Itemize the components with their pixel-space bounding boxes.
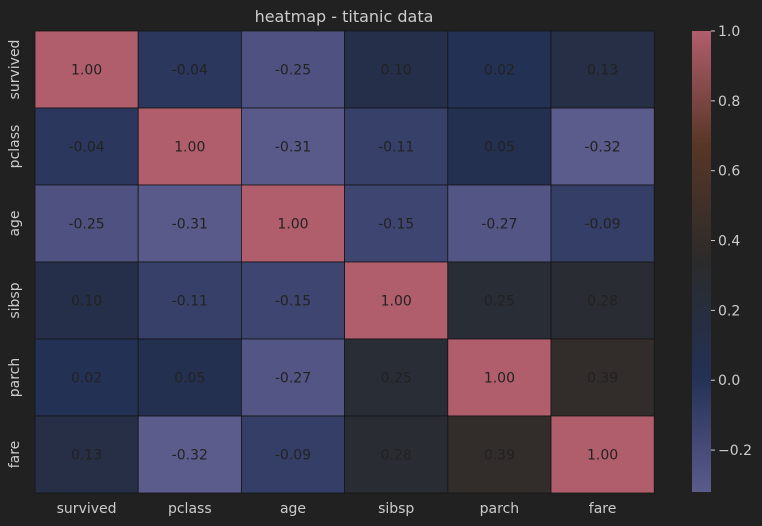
heatmap-cell-fare-sibsp xyxy=(344,415,449,494)
cell-value-sibsp-parch: 0.25 xyxy=(484,294,515,310)
heatmap-cell-parch-parch xyxy=(447,338,552,417)
colorbar xyxy=(692,31,711,492)
colorbar-tick-label: 0.2 xyxy=(718,303,740,319)
heatmap-cell-parch-survived xyxy=(34,338,139,417)
cell-value-survived-age: -0.25 xyxy=(275,63,311,79)
colorbar-tick-label: 0.6 xyxy=(718,164,740,180)
cell-value-fare-sibsp: 0.28 xyxy=(381,448,412,464)
cell-value-survived-parch: 0.02 xyxy=(484,63,515,79)
colorbar-ticks: −0.2 0.0 0.2 0.4 0.6 0.8 1.0 xyxy=(711,24,752,459)
colorbar-tick-label: −0.2 xyxy=(718,443,752,459)
y-tick-label-fare: fare xyxy=(7,441,23,469)
cell-value-sibsp-fare: 0.28 xyxy=(587,294,618,310)
y-tick-label-age: age xyxy=(7,210,23,236)
cell-value-age-age: 1.00 xyxy=(277,217,308,233)
cell-value-parch-age: -0.27 xyxy=(275,371,311,387)
cell-value-pclass-sibsp: -0.11 xyxy=(378,140,414,156)
cell-value-survived-survived: 1.00 xyxy=(71,63,102,79)
cell-value-pclass-age: -0.31 xyxy=(275,140,311,156)
x-tick-label-pclass: pclass xyxy=(168,501,212,517)
cell-value-sibsp-survived: 0.10 xyxy=(71,294,102,310)
heatmap-cell-sibsp-pclass xyxy=(137,261,242,340)
heatmap-cell-survived-sibsp xyxy=(344,30,449,109)
heatmap-cell-survived-parch xyxy=(447,30,552,109)
cell-value-pclass-survived: -0.04 xyxy=(68,140,104,156)
cell-value-survived-sibsp: 0.10 xyxy=(381,63,412,79)
y-tick-label-survived: survived xyxy=(7,40,23,100)
x-tick-label-fare: fare xyxy=(589,501,617,517)
heatmap-cell-survived-survived xyxy=(34,30,139,109)
heatmap-cell-age-sibsp xyxy=(344,184,449,263)
cell-value-parch-fare: 0.39 xyxy=(587,371,618,387)
heatmap-cell-parch-sibsp xyxy=(344,338,449,417)
cell-value-sibsp-sibsp: 1.00 xyxy=(381,294,412,310)
cell-value-pclass-pclass: 1.00 xyxy=(174,140,205,156)
cell-value-parch-sibsp: 0.25 xyxy=(381,371,412,387)
cell-value-sibsp-pclass: -0.11 xyxy=(172,294,208,310)
cell-value-survived-pclass: -0.04 xyxy=(172,63,208,79)
cell-value-labels: 1.00 -0.04 -0.25 0.10 0.02 0.13 -0.04 1.00 -0.31… xyxy=(68,63,620,464)
cell-value-parch-parch: 1.00 xyxy=(484,371,515,387)
cell-value-fare-fare: 1.00 xyxy=(587,448,618,464)
x-tick-label-sibsp: sibsp xyxy=(378,501,414,517)
cell-value-fare-parch: 0.39 xyxy=(484,448,515,464)
cell-value-parch-pclass: 0.05 xyxy=(174,371,205,387)
heatmap-cell-survived-pclass xyxy=(137,30,242,109)
heatmap-cell-age-pclass xyxy=(137,184,242,263)
x-tick-label-parch: parch xyxy=(480,501,519,517)
cell-value-fare-pclass: -0.32 xyxy=(172,448,208,464)
heatmap-cells xyxy=(34,30,655,494)
heatmap-cell-age-parch xyxy=(447,184,552,263)
colorbar-tick-label: 0.8 xyxy=(718,94,740,110)
heatmap-cell-pclass-fare xyxy=(550,107,655,186)
colorbar-tick-label: 0.4 xyxy=(718,234,740,250)
heatmap-cell-age-survived xyxy=(34,184,139,263)
colorbar-tick-label: 0.0 xyxy=(718,373,740,389)
heatmap-cell-fare-parch xyxy=(447,415,552,494)
chart-title: heatmap - titanic data xyxy=(255,7,434,26)
cell-value-age-sibsp: -0.15 xyxy=(378,217,414,233)
heatmap-cell-sibsp-age xyxy=(240,261,345,340)
heatmap-cell-pclass-sibsp xyxy=(344,107,449,186)
cell-value-fare-age: -0.09 xyxy=(275,448,311,464)
cell-value-fare-survived: 0.13 xyxy=(71,448,102,464)
cell-value-age-parch: -0.27 xyxy=(481,217,517,233)
cell-value-survived-fare: 0.13 xyxy=(587,63,618,79)
x-axis-tick-labels: survived pclass age sibsp parch fare xyxy=(57,501,617,517)
heatmap-cell-parch-fare xyxy=(550,338,655,417)
heatmap-cell-fare-survived xyxy=(34,415,139,494)
cell-value-parch-survived: 0.02 xyxy=(71,371,102,387)
x-tick-label-survived: survived xyxy=(57,501,117,517)
colorbar-tick-label: 1.0 xyxy=(718,24,740,40)
cell-value-sibsp-age: -0.15 xyxy=(275,294,311,310)
heatmap-cell-survived-age xyxy=(240,30,345,109)
heatmap-cell-survived-fare xyxy=(550,30,655,109)
cell-value-age-fare: -0.09 xyxy=(584,217,620,233)
y-tick-label-parch: parch xyxy=(7,358,23,397)
heatmap-cell-age-fare xyxy=(550,184,655,263)
y-tick-label-sibsp: sibsp xyxy=(7,282,23,318)
cell-value-pclass-fare: -0.32 xyxy=(584,140,620,156)
cell-value-pclass-parch: 0.05 xyxy=(484,140,515,156)
y-tick-label-pclass: pclass xyxy=(7,125,23,169)
heatmap-cell-pclass-pclass xyxy=(137,107,242,186)
x-tick-label-age: age xyxy=(280,501,306,517)
heatmap-cell-sibsp-fare xyxy=(550,261,655,340)
heatmap-cell-sibsp-survived xyxy=(34,261,139,340)
y-axis-tick-labels: survived pclass age sibsp parch fare xyxy=(7,40,23,469)
heatmap-cell-sibsp-sibsp xyxy=(344,261,449,340)
heatmap-cell-age-age xyxy=(240,184,345,263)
heatmap-cell-sibsp-parch xyxy=(447,261,552,340)
cell-value-age-survived: -0.25 xyxy=(68,217,104,233)
cell-value-age-pclass: -0.31 xyxy=(172,217,208,233)
heatmap-cell-fare-fare xyxy=(550,415,655,494)
heatmap-cell-parch-age xyxy=(240,338,345,417)
